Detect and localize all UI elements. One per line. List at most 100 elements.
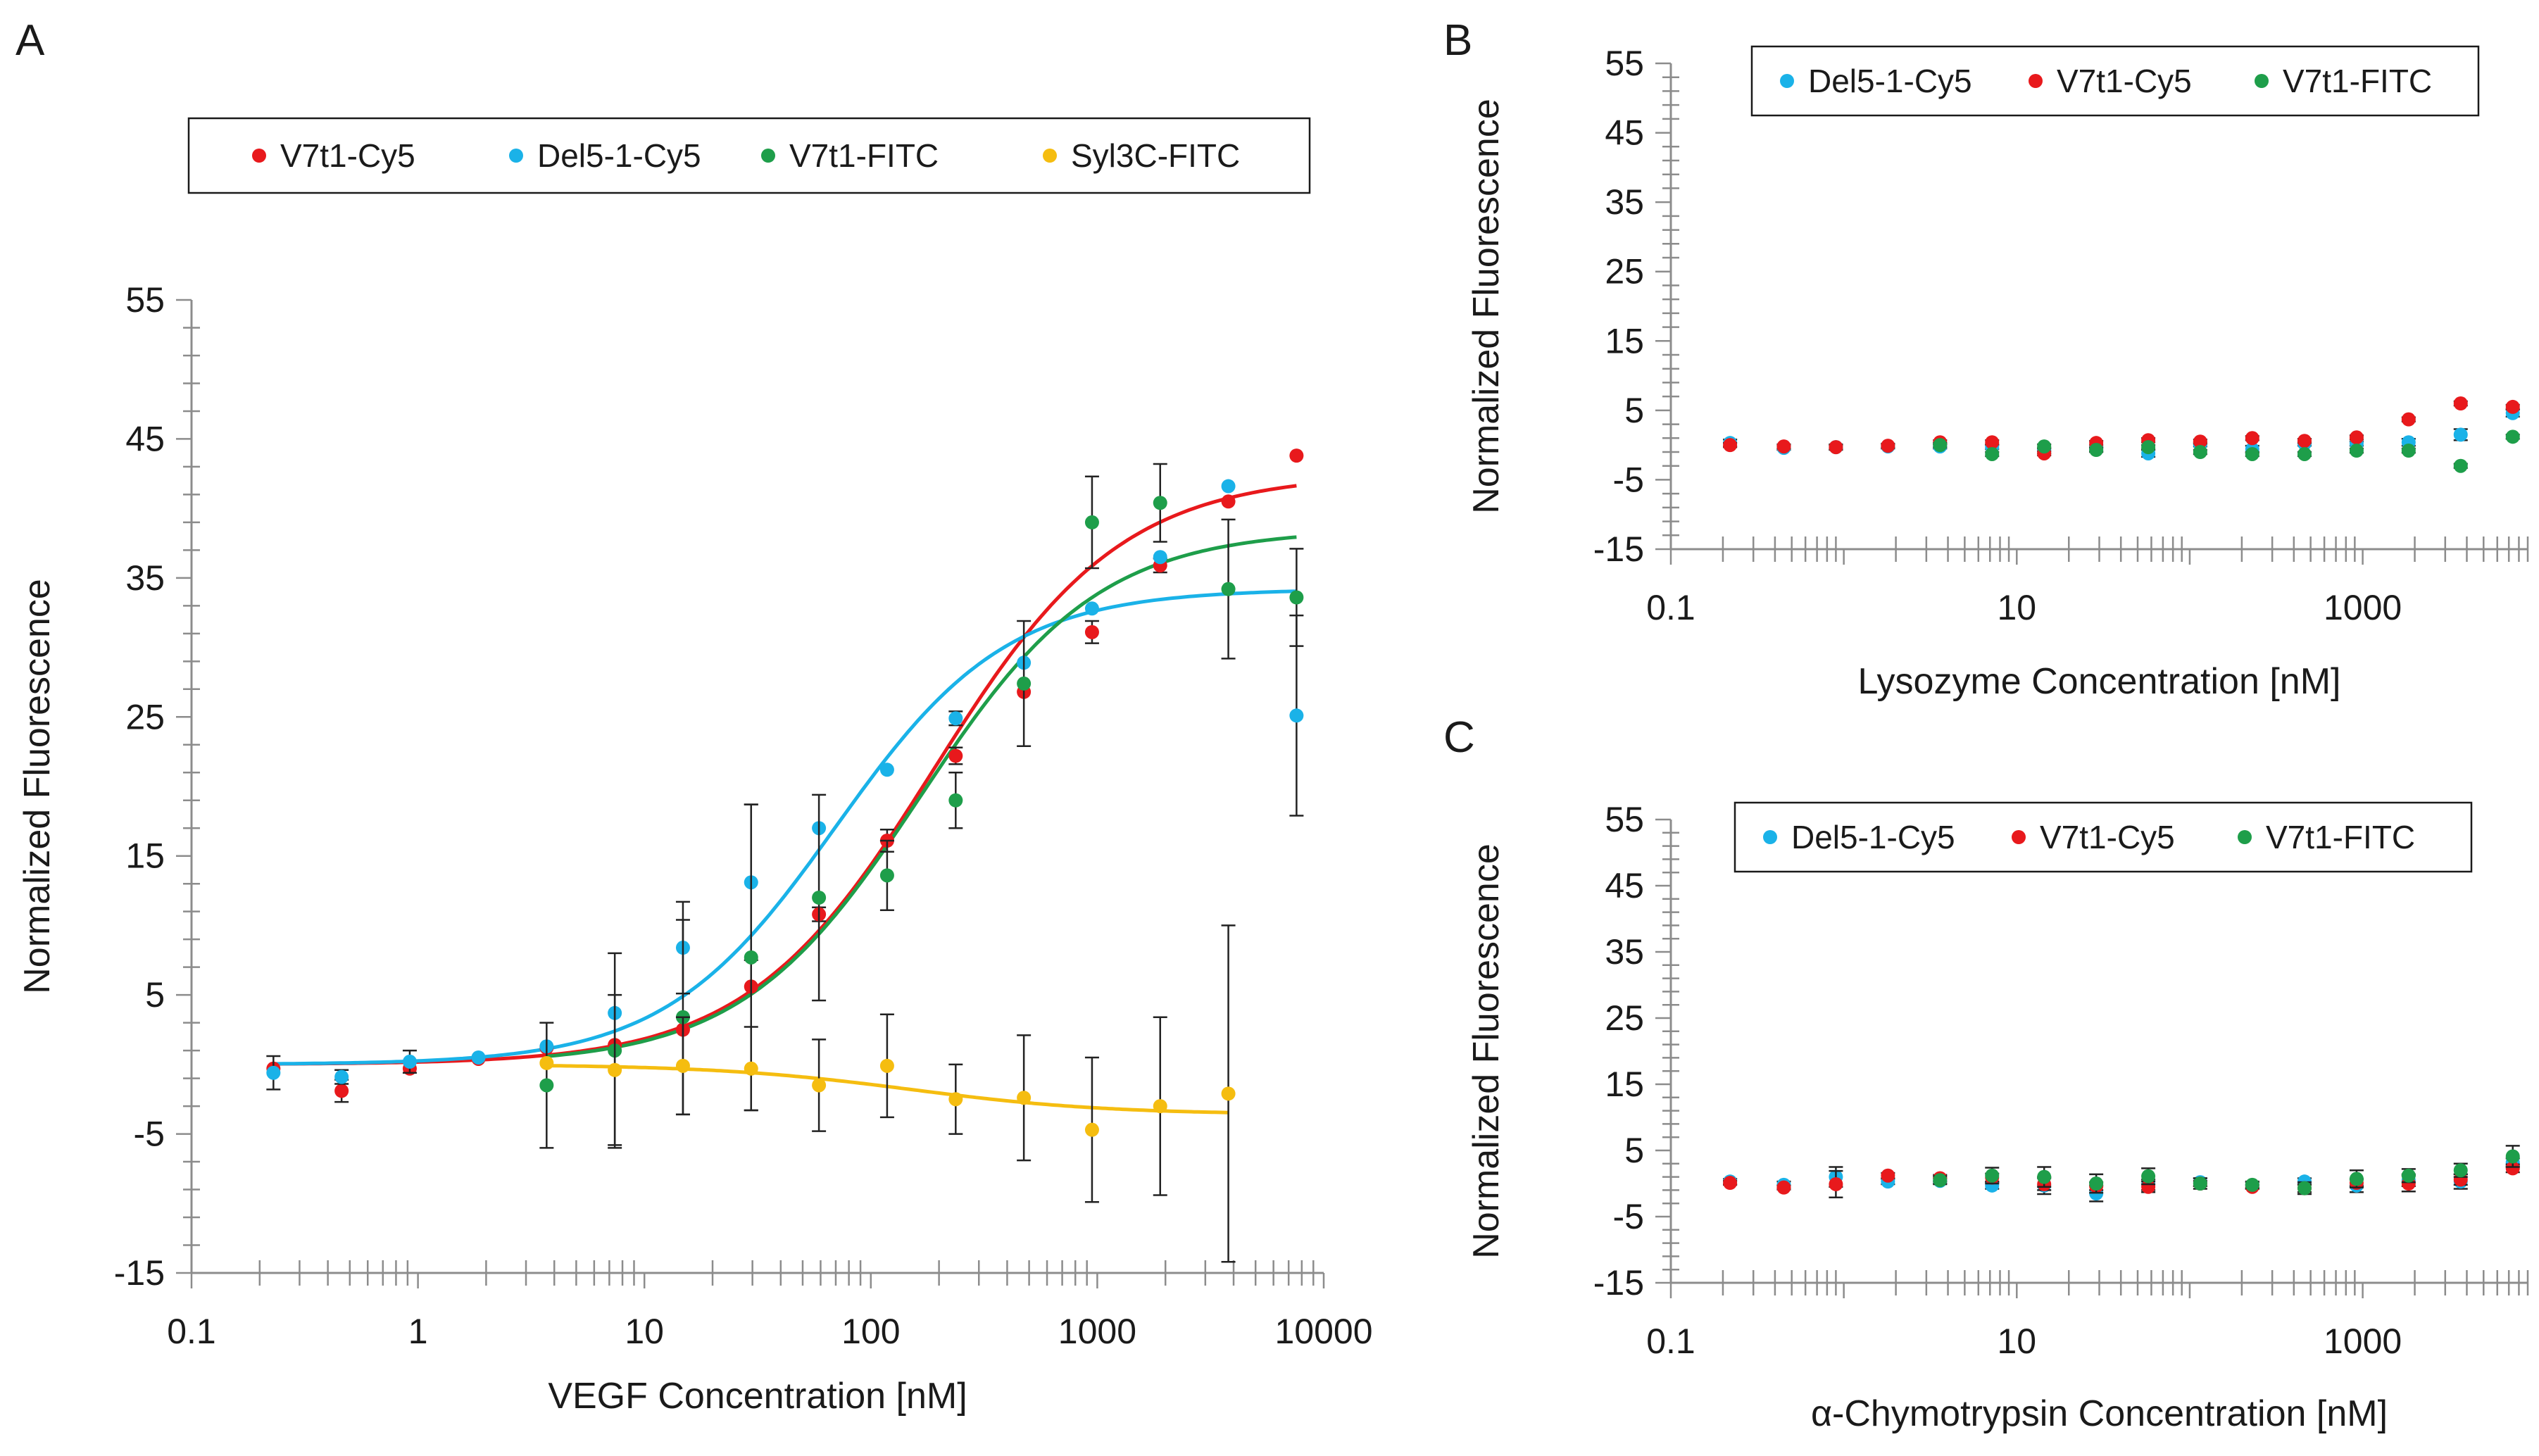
data-point-v7t1-fitc [1221,582,1236,596]
data-point-del5-1-cy5 [266,1065,281,1080]
data-point-v7t1-fitc [2193,1176,2207,1191]
data-point-syl3c-fitc [1221,1086,1236,1101]
x-tick-label: 100 [841,1312,900,1351]
data-point-syl3c-fitc [948,1092,963,1107]
data-point-v7t1-cy5 [948,748,963,763]
data-point-v7t1-fitc [2453,1163,2468,1178]
data-point-v7t1-fitc [2297,446,2312,461]
data-point-v7t1-cy5 [2297,434,2312,448]
data-point-v7t1-fitc [2349,444,2364,458]
data-point-syl3c-fitc [675,1058,690,1073]
data-point-v7t1-cy5 [2349,430,2364,445]
data-point-v7t1-fitc [1289,590,1304,605]
data-point-syl3c-fitc [812,1078,827,1093]
data-point-v7t1-cy5 [2505,399,2520,414]
x-tick-label: 0.1 [1646,588,1695,627]
data-point-v7t1-fitc [2297,1181,2312,1195]
x-tick-label: 10 [625,1312,664,1351]
data-point-v7t1-cy5 [1829,440,1843,455]
panel-letter: C [1443,713,1475,762]
data-point-v7t1-fitc [1985,1168,2000,1183]
data-point-v7t1-fitc [2245,446,2259,461]
legend-label: V7t1-FITC [2266,819,2415,855]
y-tick-label: 55 [125,280,165,320]
data-point-syl3c-fitc [879,1058,894,1073]
legend-label: Del5-1-Cy5 [1791,819,1955,855]
data-point-v7t1-fitc [2349,1172,2364,1186]
y-tick-label: 45 [1605,113,1644,153]
y-axis-title: Normalized Fluorescence [1466,843,1507,1259]
y-tick-label: 15 [125,836,165,876]
x-tick-label: 0.1 [1646,1322,1695,1361]
data-point-v7t1-cy5 [1723,1176,1738,1191]
data-point-v7t1-fitc [2453,458,2468,473]
y-tick-label: 15 [1605,321,1644,360]
data-point-v7t1-cy5 [2453,396,2468,410]
y-tick-label: 35 [125,558,165,598]
x-tick-label: 10 [1997,1322,2036,1361]
y-tick-label: 5 [1624,391,1644,430]
y-tick-label: 55 [1605,800,1644,839]
y-tick-label: 25 [125,697,165,736]
legend-label: V7t1-Cy5 [2040,819,2175,855]
y-tick-label: 55 [1605,44,1644,83]
x-tick-label: 0.1 [167,1312,216,1351]
panel-b: B -15 -5 5 15 25 35 45 55 0.1 10 1000 Lysozyme Conce… [1443,16,2529,702]
data-point-del5-1-cy5 [471,1050,486,1065]
data-point-v7t1-fitc [1933,1173,1948,1188]
data-point-v7t1-fitc [1153,496,1167,510]
data-point-v7t1-cy5 [1776,1180,1791,1195]
fit-curve-del5-1-cy5 [273,589,1297,1066]
y-tick-label: 5 [145,975,165,1015]
x-tick-label: 1 [408,1312,428,1351]
data-point-syl3c-fitc [608,1062,622,1077]
legend-marker-v7t1-fitc [2255,74,2269,88]
data-point-v7t1-cy5 [1829,1176,1843,1191]
data-point-del5-1-cy5 [1221,479,1236,494]
data-point-v7t1-cy5 [1084,625,1099,639]
fit-curve-v7t1-cy5 [273,484,1297,1066]
legend-marker-v7t1-cy5 [252,149,266,163]
data-point-v7t1-fitc [948,793,963,808]
data-point-v7t1-fitc [1933,438,1948,453]
data-point-del5-1-cy5 [1084,601,1099,616]
y-tick-label: 15 [1605,1065,1644,1104]
x-axis-title: α-Chymotrypsin Concentration [nM] [1811,1393,2388,1434]
x-tick-label: 10000 [1274,1312,1372,1351]
data-point-v7t1-fitc [2089,443,2104,458]
data-point-v7t1-fitc [744,950,758,965]
data-point-v7t1-fitc [2141,440,2156,455]
data-point-syl3c-fitc [1084,1122,1099,1137]
data-point-v7t1-fitc [2037,1169,2052,1184]
data-point-syl3c-fitc [1153,1099,1167,1114]
legend-marker-del5-1-cy5 [509,149,523,163]
data-point-v7t1-fitc [539,1078,554,1093]
y-tick-label: -15 [1593,529,1644,569]
legend-marker-v7t1-fitc [761,149,775,163]
y-tick-label: -5 [134,1115,165,1154]
data-point-v7t1-cy5 [2505,1161,2520,1176]
data-point-v7t1-fitc [2037,439,2052,454]
panel-letter: B [1443,16,1472,65]
y-axis-title: Normalized Fluorescence [1466,99,1507,514]
data-point-v7t1-fitc [2141,1169,2156,1184]
legend-box [187,117,1311,194]
y-tick-label: 45 [125,419,165,458]
data-point-v7t1-cy5 [1289,448,1304,463]
y-tick-label: 35 [1605,932,1644,972]
data-point-syl3c-fitc [1017,1091,1032,1105]
y-tick-label: 5 [1624,1131,1644,1170]
x-axis-title: Lysozyme Concentration [nM] [1858,661,2341,702]
x-tick-label: 1000 [2324,588,2402,627]
data-point-del5-1-cy5 [334,1069,349,1084]
panel-letter: A [15,16,45,65]
y-tick-label: 35 [1605,182,1644,222]
legend-label: Del5-1-Cy5 [1808,63,1972,99]
y-tick-label: 45 [1605,866,1644,905]
legend-label: Del5-1-Cy5 [537,137,701,174]
data-point-v7t1-cy5 [1221,494,1236,509]
legend-label: V7t1-Cy5 [280,137,415,174]
panel-a: A -15 -5 5 15 25 35 45 55 0.1 1 10 100 1000 10000 VEGF … [15,16,1373,1417]
y-tick-label: 25 [1605,998,1644,1038]
data-point-del5-1-cy5 [2453,427,2468,442]
